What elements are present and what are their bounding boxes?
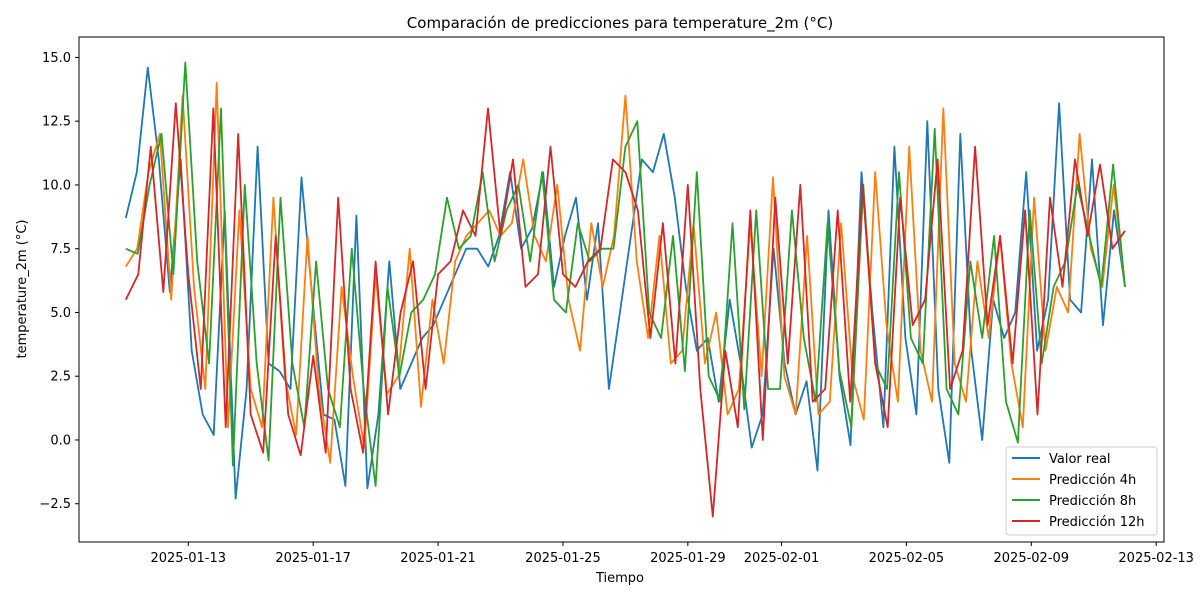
y-tick-label: 15.0 [42,51,71,66]
y-tick-label: 2.5 [50,370,71,385]
x-tick-label: 2025-01-25 [525,551,601,566]
legend-label: Predicción 8h [1049,494,1136,509]
chart-title: Comparación de predicciones para tempera… [407,14,833,33]
series-line-3 [125,61,1126,487]
x-tick-label: 2025-02-01 [744,551,820,566]
legend: Valor real Predicción 4h Predicción 8h Pred… [1005,446,1158,536]
plot-area [78,36,1165,543]
legend-label: Predicción 12h [1049,515,1145,530]
x-tick-label: 2025-01-17 [275,551,351,566]
lines-layer [124,61,1126,518]
y-tick-label: −2.5 [39,497,71,512]
y-axis: −2.5 0.0 2.5 5.0 7.5 10.0 12.5 15.0 [39,51,79,512]
x-tick-label: 2025-01-21 [400,551,476,566]
legend-box [1005,446,1158,536]
y-tick-label: 7.5 [50,242,71,257]
x-tick-label: 2025-02-05 [869,551,945,566]
y-tick-label: 5.0 [50,306,71,321]
x-tick-label: 2025-02-09 [994,551,1070,566]
legend-label: Valor real [1049,452,1111,467]
x-axis-label: Tiempo [595,571,644,586]
y-tick-label: 12.5 [42,115,71,130]
x-tick-label: 2025-01-29 [650,551,726,566]
x-tick-label: 2025-02-13 [1118,551,1194,566]
series-line-4 [124,102,1126,518]
plot-frame [78,36,1165,543]
x-axis: 2025-01-13 2025-01-17 2025-01-21 2025-01-25… [150,542,1194,566]
y-axis-label: temperature_2m (°C) [15,219,30,358]
series-line-2 [125,82,1126,464]
x-tick-label: 2025-01-13 [150,551,226,566]
y-tick-label: 0.0 [50,433,71,448]
y-tick-label: 10.0 [42,178,71,193]
legend-label: Predicción 4h [1049,473,1136,488]
